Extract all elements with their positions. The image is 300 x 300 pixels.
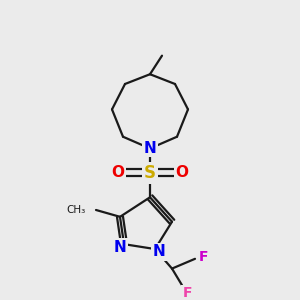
Text: S: S (144, 164, 156, 182)
Text: O: O (112, 165, 124, 180)
Text: F: F (182, 286, 192, 300)
Text: O: O (176, 165, 188, 180)
Text: CH₃: CH₃ (67, 205, 86, 215)
Text: N: N (153, 244, 165, 260)
Text: N: N (114, 240, 126, 255)
Text: F: F (198, 250, 208, 264)
Text: N: N (144, 141, 156, 156)
